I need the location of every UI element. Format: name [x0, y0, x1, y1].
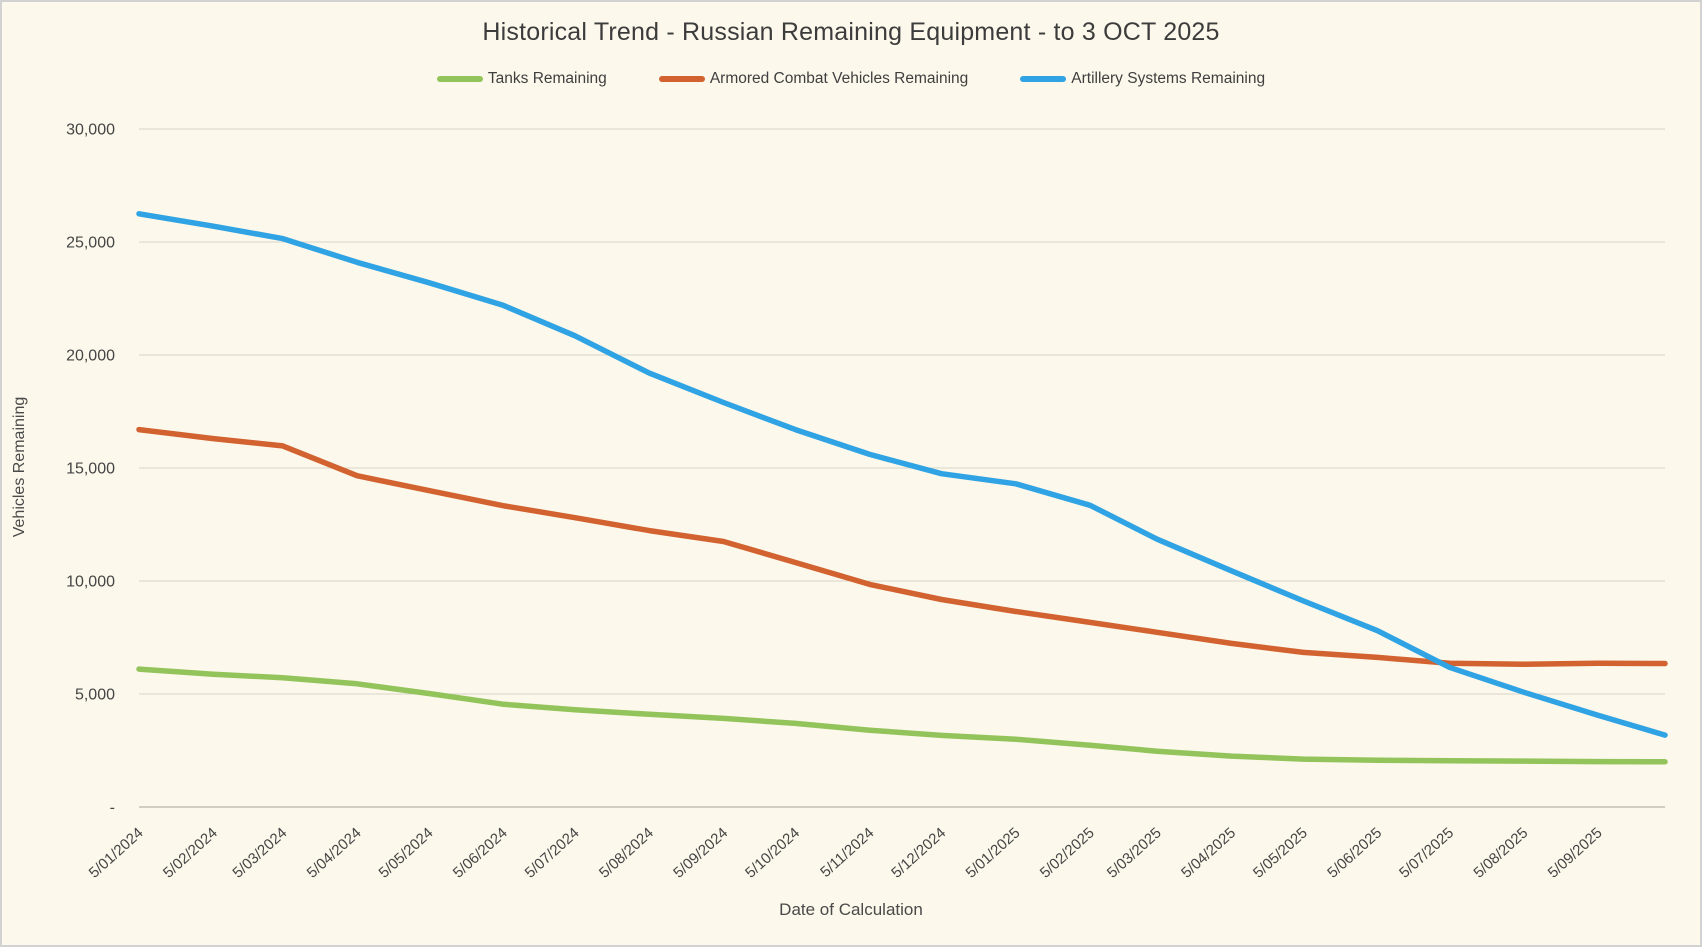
- legend-marker-artillery-icon: [1020, 76, 1067, 82]
- legend-marker-tanks-icon: [436, 76, 483, 82]
- y-tick-label: -: [110, 800, 115, 817]
- x-tick-label: 5/05/2024: [376, 824, 437, 881]
- legend-label-acv: Armored Combat Vehicles Remaining: [709, 70, 969, 87]
- y-tick-label: 20,000: [66, 348, 115, 365]
- legend-marker-acv-icon: [658, 76, 705, 82]
- y-tick-label: 25,000: [66, 235, 115, 252]
- x-tick-label: 5/04/2024: [304, 824, 365, 881]
- x-tick-label: 5/07/2024: [522, 824, 583, 881]
- legend-item-artillery: Artillery Systems Remaining: [1020, 70, 1265, 88]
- legend-label-artillery: Artillery Systems Remaining: [1071, 70, 1266, 87]
- x-tick-label: 5/09/2025: [1545, 824, 1606, 881]
- x-tick-label: 5/05/2025: [1250, 824, 1311, 881]
- chart-title: Historical Trend - Russian Remaining Equ…: [482, 18, 1220, 46]
- x-tick-label: 5/02/2024: [160, 824, 221, 881]
- legend-item-tanks: Tanks Remaining: [436, 70, 607, 88]
- x-tick-label: 5/09/2024: [670, 824, 731, 881]
- legend: Tanks Remaining Armored Combat Vehicles …: [2, 70, 1700, 88]
- x-tick-label: 5/07/2025: [1396, 824, 1457, 881]
- y-axis-title: Vehicles Remaining: [11, 396, 28, 538]
- series-line-tanks-remaining: [136, 666, 1668, 765]
- x-tick-label: 5/03/2025: [1104, 824, 1165, 881]
- x-tick-label: 5/04/2025: [1178, 824, 1239, 881]
- x-tick-label: 5/02/2025: [1037, 824, 1098, 881]
- series-line-armored-combat-vehicles-remaining: [136, 426, 1668, 667]
- x-tick-label: 5/01/2025: [962, 824, 1023, 881]
- y-tick-label: 10,000: [66, 574, 115, 591]
- legend-label-tanks: Tanks Remaining: [487, 70, 607, 87]
- x-tick-label: 5/08/2024: [596, 824, 657, 881]
- x-tick-label: 5/01/2024: [86, 824, 147, 881]
- series-line-artillery-systems-remaining: [136, 211, 1668, 738]
- x-tick-label: 5/06/2024: [450, 824, 511, 881]
- legend-item-acv: Armored Combat Vehicles Remaining: [658, 70, 969, 88]
- x-tick-label: 5/06/2025: [1324, 824, 1385, 881]
- x-tick-label: 5/11/2024: [817, 824, 877, 881]
- x-tick-label: 5/03/2024: [229, 824, 290, 881]
- x-tick-label: 5/10/2024: [742, 824, 803, 881]
- x-axis-title: Date of Calculation: [779, 900, 923, 919]
- y-tick-label: 15,000: [66, 461, 115, 478]
- x-tick-label: 5/12/2024: [888, 824, 949, 881]
- y-tick-label: 30,000: [66, 122, 115, 139]
- y-tick-label: 5,000: [75, 687, 115, 704]
- x-tick-label: 5/08/2025: [1470, 824, 1531, 881]
